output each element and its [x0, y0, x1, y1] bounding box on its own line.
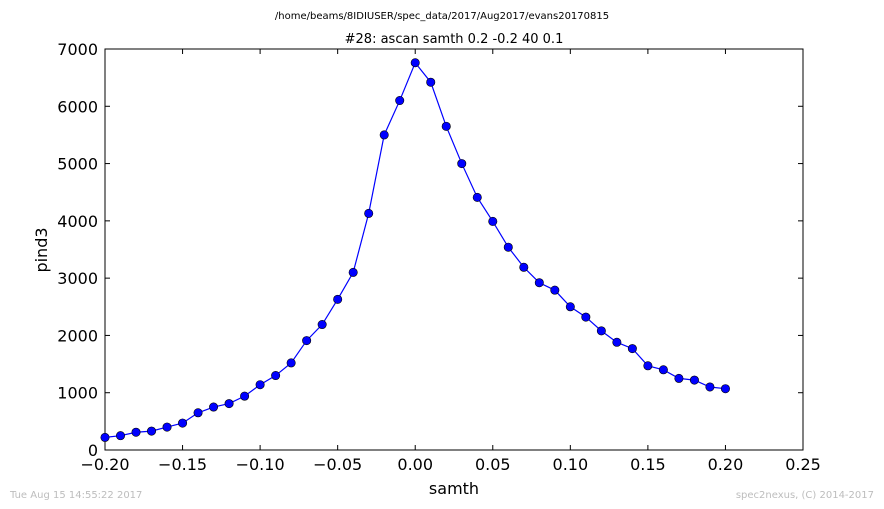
x-tick-label: 0.05	[475, 455, 511, 474]
data-point	[441, 121, 451, 131]
data-point	[379, 130, 389, 140]
suptitle: /home/beams/8IDIUSER/spec_data/2017/Aug2…	[275, 11, 609, 22]
y-tick-label: 2000	[57, 326, 98, 345]
data-point	[147, 426, 157, 436]
y-tick-label: 0	[88, 441, 98, 460]
data-point	[426, 77, 436, 87]
data-point	[193, 408, 203, 418]
data-point	[100, 432, 110, 442]
footer-timestamp: Tue Aug 15 14:55:22 2017	[9, 490, 142, 501]
plot-area	[104, 48, 804, 451]
data-point	[348, 267, 358, 277]
footer-credit: spec2nexus, (C) 2014-2017	[736, 490, 874, 501]
y-tick-label: 5000	[57, 155, 98, 174]
data-point	[457, 159, 467, 169]
data-point	[658, 365, 668, 375]
data-point	[565, 302, 575, 312]
data-point	[612, 337, 622, 347]
data-point	[596, 326, 606, 336]
y-tick-label: 4000	[57, 212, 98, 231]
y-tick-label: 6000	[57, 97, 98, 116]
x-tick-label: 0.25	[785, 455, 821, 474]
data-point	[705, 382, 715, 392]
data-point	[689, 375, 699, 385]
data-point	[643, 361, 653, 371]
x-tick-label: −0.05	[313, 455, 362, 474]
x-axis-label: samth	[429, 479, 479, 498]
data-point	[224, 399, 234, 409]
y-tick-label: 7000	[57, 40, 98, 59]
data-point	[240, 391, 250, 401]
chart-title: #28: ascan samth 0.2 -0.2 40 0.1	[345, 32, 564, 47]
x-tick-label: 0.10	[553, 455, 589, 474]
data-point	[131, 427, 141, 437]
data-point	[581, 312, 591, 322]
data-point	[271, 371, 281, 381]
x-tick-label: −0.10	[236, 455, 285, 474]
ticks	[104, 48, 804, 451]
data-point	[550, 285, 560, 295]
data-point	[472, 192, 482, 202]
x-tick-label: −0.20	[80, 455, 129, 474]
x-tick-label: 0.20	[708, 455, 744, 474]
data-point	[410, 58, 420, 68]
x-tick-label: −0.15	[158, 455, 207, 474]
data-point	[627, 344, 637, 354]
data-point	[162, 422, 172, 432]
data-point	[116, 431, 126, 441]
data-point	[286, 358, 296, 368]
data-point	[302, 336, 312, 346]
data-point	[333, 294, 343, 304]
data-point	[364, 208, 374, 218]
y-tick-label: 1000	[57, 384, 98, 403]
data-point	[503, 242, 513, 252]
y-axis-label: pind3	[32, 227, 51, 272]
data-point	[519, 262, 529, 272]
data-series	[100, 58, 730, 442]
data-point	[395, 96, 405, 106]
data-point	[255, 380, 265, 390]
x-tick-label: 0.00	[397, 455, 433, 474]
data-point	[178, 418, 188, 428]
y-tick-label: 3000	[57, 269, 98, 288]
data-point	[317, 320, 327, 330]
tick-labels: −0.20 −0.15 −0.10 −0.05 0.00 0.05 0.10 0.15 0.20…	[57, 40, 821, 474]
data-point	[534, 278, 544, 288]
data-point	[720, 384, 730, 394]
data-point	[674, 373, 684, 383]
data-point	[488, 216, 498, 226]
data-point	[209, 402, 219, 412]
x-tick-label: 0.15	[630, 455, 666, 474]
